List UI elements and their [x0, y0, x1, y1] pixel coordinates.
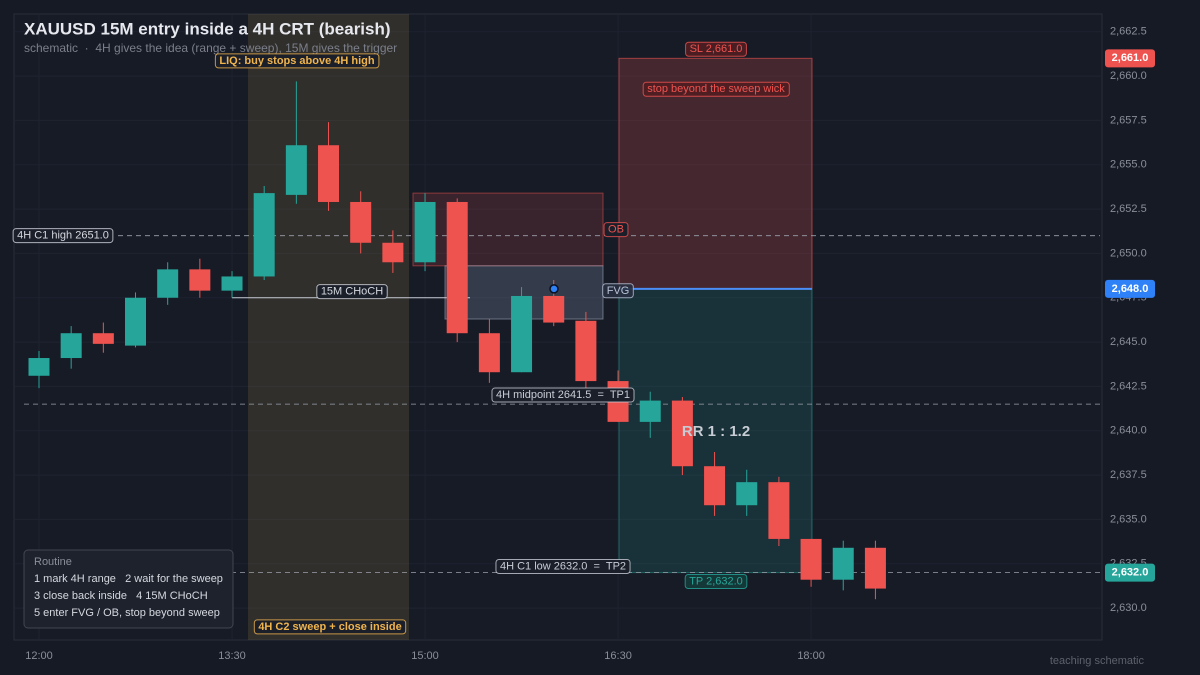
- routine-line: 5 enter FVG / OB, stop beyond sweep: [34, 607, 220, 619]
- level-label: 4H C1 low 2632.0 = TP2: [500, 561, 626, 573]
- candle-body: [253, 193, 275, 277]
- candle-body: [800, 538, 822, 580]
- stop-note: stop beyond the sweep wick: [647, 83, 785, 95]
- candle-body: [350, 201, 372, 243]
- chart-subtitle: schematic · 4H gives the idea (range + s…: [24, 41, 397, 55]
- price-tag: [1105, 563, 1155, 582]
- tp-label: TP 2,632.0: [689, 576, 743, 588]
- plot-area: [13, 13, 1103, 641]
- candle-body: [318, 145, 340, 202]
- candle-body: [414, 201, 436, 263]
- routine-line: 3 close back inside 4 15M CHoCH: [34, 590, 208, 602]
- x-tick-label: 15:00: [411, 650, 439, 662]
- candle-body: [221, 276, 243, 291]
- candle-body: [125, 297, 147, 346]
- sweep-zone: [248, 14, 409, 640]
- x-tick-label: 18:00: [797, 650, 825, 662]
- candle-body: [511, 295, 533, 373]
- y-tick-label: 2,657.5: [1110, 114, 1147, 126]
- routine-title: Routine: [34, 556, 72, 568]
- footer: teaching schematic: [1050, 655, 1145, 667]
- sl-label-box: [685, 41, 747, 57]
- y-tick-label: 2,637.5: [1110, 469, 1147, 481]
- fvg-label: FVG: [607, 285, 630, 297]
- y-tick-label: 2,645.0: [1110, 336, 1147, 348]
- candle-body: [157, 269, 179, 298]
- candle-body: [671, 400, 693, 467]
- candle-body: [285, 145, 307, 195]
- level-label-box: [12, 228, 114, 244]
- x-tick-label: 12:00: [25, 650, 53, 662]
- stop-note-box: [642, 81, 790, 97]
- fvg-label-box: [602, 283, 634, 299]
- x-tick-label: 16:30: [604, 650, 632, 662]
- candle-body: [736, 482, 758, 506]
- candle-body: [60, 333, 82, 359]
- level-label-box: [495, 559, 631, 575]
- y-tick-label: 2,662.5: [1110, 26, 1147, 38]
- rr-label: RR 1 : 1.2: [682, 423, 750, 440]
- ob-label: OB: [608, 224, 624, 236]
- y-tick-label: 2,635.0: [1110, 513, 1147, 525]
- y-tick-label: 2,640.0: [1110, 425, 1147, 437]
- candle-body: [543, 295, 565, 323]
- price-tag: [1105, 279, 1155, 298]
- level-label: 4H C1 high 2651.0: [17, 230, 109, 242]
- x-tick-label: 13:30: [218, 650, 246, 662]
- routine-line: 1 mark 4H range 2 wait for the sweep: [34, 573, 223, 585]
- candle-body: [92, 333, 114, 344]
- price-tag-label: 2,632.0: [1112, 567, 1149, 579]
- sweep-bottom-label-box: [253, 619, 407, 635]
- price-tag: [1105, 49, 1155, 68]
- y-tick-label: 2,630.0: [1110, 602, 1147, 614]
- sweep-bottom-label: 4H C2 sweep + close inside: [258, 621, 401, 633]
- ob-label-box: [603, 222, 629, 238]
- candle-body: [832, 547, 854, 580]
- price-tag-label: 2,661.0: [1112, 52, 1149, 64]
- candle-body: [189, 269, 211, 291]
- candle-body: [478, 333, 500, 373]
- choch-label-box: [316, 284, 388, 300]
- y-tick-label: 2,652.5: [1110, 203, 1147, 215]
- routine-box: [23, 549, 234, 629]
- y-tick-label: 2,660.0: [1110, 70, 1147, 82]
- candle-body: [28, 358, 50, 376]
- sweep-top-label-box: [214, 53, 380, 69]
- y-tick-label: 2,655.0: [1110, 159, 1147, 171]
- candle-body: [382, 242, 404, 263]
- ob-zone: [412, 192, 604, 267]
- entry-marker: [549, 284, 559, 294]
- y-tick-label: 2,642.5: [1110, 380, 1147, 392]
- candle-body: [704, 466, 726, 506]
- sweep-top-label: LIQ: buy stops above 4H high: [219, 55, 375, 67]
- sl-label: SL 2,661.0: [690, 43, 743, 55]
- level-label: 4H midpoint 2641.5 = TP1: [496, 389, 630, 401]
- chart-title: XAUUSD 15M entry inside a 4H CRT (bearis…: [24, 19, 391, 38]
- candle-body: [446, 201, 468, 334]
- tp-label-box: [684, 574, 748, 590]
- level-label-box: [491, 387, 635, 403]
- price-tag-label: 2,648.0: [1112, 283, 1149, 295]
- choch-label: 15M CHoCH: [321, 286, 383, 298]
- candle-body: [864, 547, 886, 589]
- candle-body: [639, 400, 661, 422]
- y-tick-label: 2,650.0: [1110, 247, 1147, 259]
- candle-body: [768, 482, 790, 539]
- candle-body: [575, 320, 597, 382]
